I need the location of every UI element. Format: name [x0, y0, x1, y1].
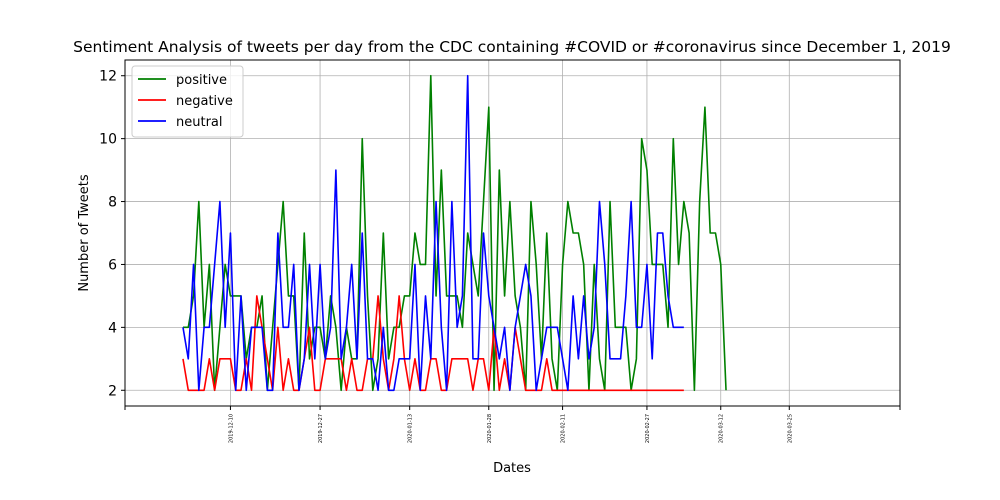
legend: positive negative neutral: [131, 65, 244, 138]
y-axis-ticks: 2 4 6 8 10 12: [99, 69, 125, 399]
legend-label-negative: negative: [176, 94, 233, 109]
grid: [125, 60, 900, 406]
x-tick-label: 2020-01-28: [487, 414, 493, 443]
x-tick-label: 2019-12-27: [318, 414, 324, 443]
x-tick-label: 2020-03-12: [719, 414, 725, 443]
series-lines: [182, 74, 727, 392]
y-tick-label: 8: [108, 195, 117, 211]
series-line-neutral: [182, 74, 684, 392]
x-tick-label: 2019-12-10: [228, 414, 234, 443]
x-tick-label: 2020-02-27: [645, 414, 651, 443]
y-tick-label: 6: [108, 257, 117, 273]
series-line-positive: [182, 74, 727, 392]
y-axis-label: Number of Tweets: [77, 174, 92, 292]
x-axis-label: Dates: [493, 461, 531, 476]
legend-label-neutral: neutral: [176, 115, 223, 130]
series-line-negative: [182, 295, 684, 392]
x-tick-label: 2020-03-25: [787, 414, 793, 443]
plot-frame: [124, 59, 901, 407]
y-tick-label: 2: [108, 383, 117, 399]
chart-title: Sentiment Analysis of tweets per day fro…: [73, 38, 951, 56]
y-tick-label: 4: [108, 320, 117, 336]
x-tick-label: 2020-02-11: [561, 414, 567, 443]
y-tick-label: 12: [99, 69, 117, 85]
x-tick-label: 2020-01-13: [408, 414, 414, 443]
legend-label-positive: positive: [176, 73, 227, 88]
y-tick-label: 10: [99, 132, 117, 148]
x-axis-ticks: 2019-12-10 2019-12-27 2020-01-13 2020-01-28…: [124, 406, 901, 443]
legend-box: [131, 65, 244, 138]
